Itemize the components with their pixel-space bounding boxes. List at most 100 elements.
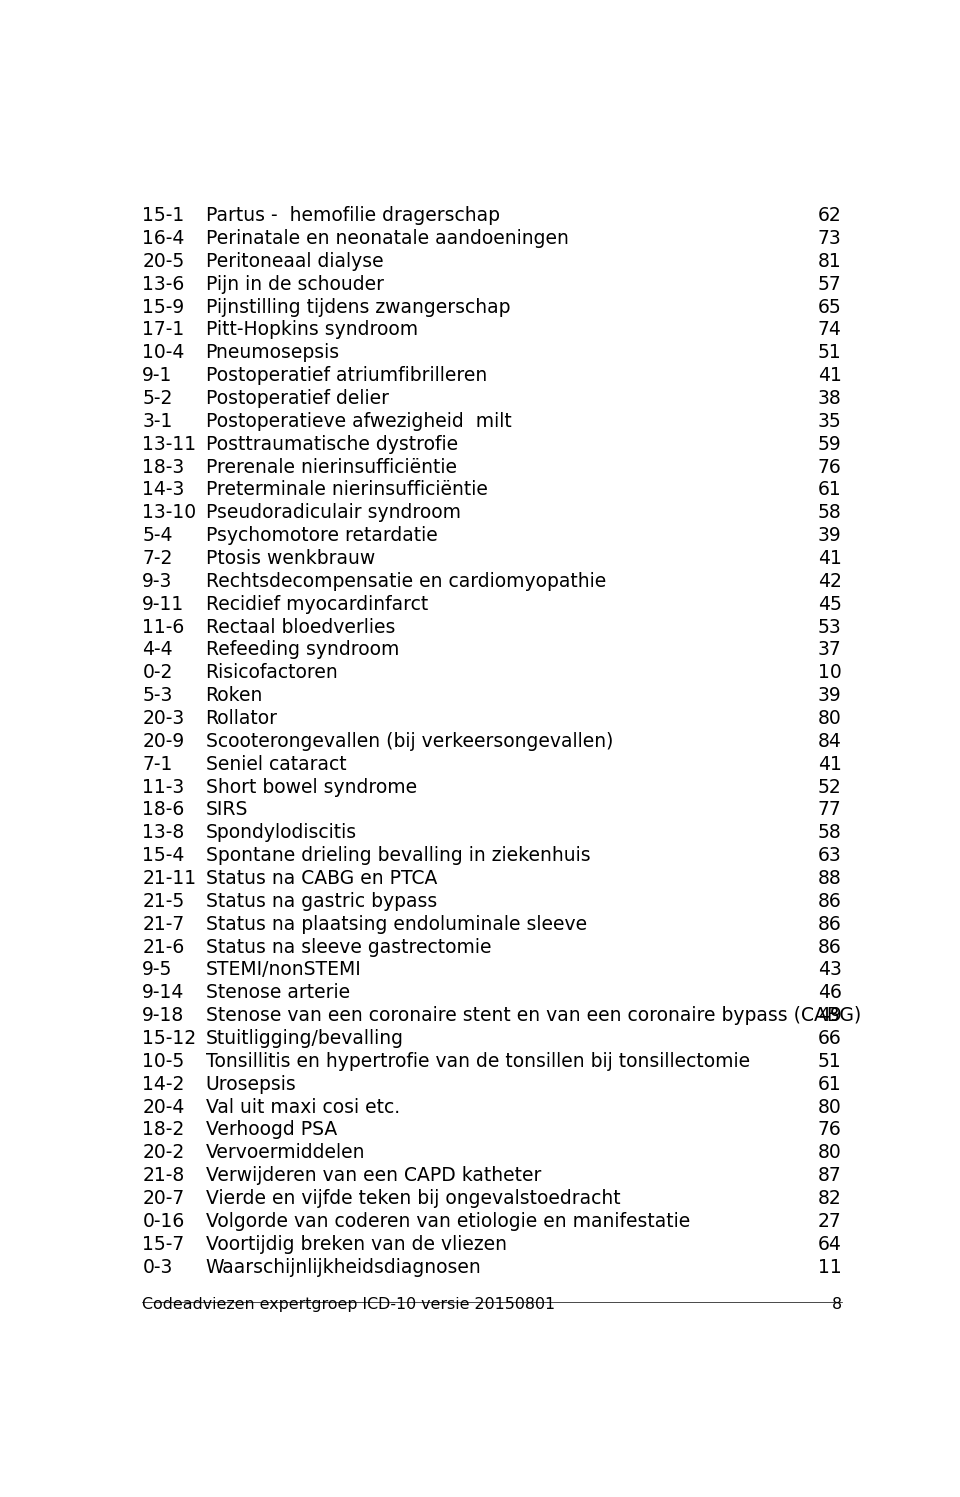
Text: 76: 76	[818, 458, 842, 476]
Text: 42: 42	[818, 572, 842, 591]
Text: 86: 86	[818, 937, 842, 957]
Text: 9-18: 9-18	[142, 1006, 184, 1025]
Text: 77: 77	[818, 801, 842, 819]
Text: 18-2: 18-2	[142, 1120, 184, 1139]
Text: 21-11: 21-11	[142, 870, 197, 888]
Text: Rechtsdecompensatie en cardiomyopathie: Rechtsdecompensatie en cardiomyopathie	[205, 572, 606, 591]
Text: 76: 76	[818, 1120, 842, 1139]
Text: 21-6: 21-6	[142, 937, 184, 957]
Text: Perinatale en neonatale aandoeningen: Perinatale en neonatale aandoeningen	[205, 229, 568, 249]
Text: 62: 62	[818, 207, 842, 225]
Text: 21-7: 21-7	[142, 915, 184, 934]
Text: 11-3: 11-3	[142, 777, 184, 796]
Text: 10-5: 10-5	[142, 1052, 184, 1070]
Text: 0-3: 0-3	[142, 1257, 173, 1277]
Text: 15-7: 15-7	[142, 1235, 184, 1254]
Text: SIRS: SIRS	[205, 801, 248, 819]
Text: Pijnstilling tijdens zwangerschap: Pijnstilling tijdens zwangerschap	[205, 298, 510, 316]
Text: 41: 41	[818, 549, 842, 567]
Text: 5-3: 5-3	[142, 686, 173, 705]
Text: 21-5: 21-5	[142, 892, 184, 910]
Text: 58: 58	[818, 823, 842, 843]
Text: 4-4: 4-4	[142, 641, 173, 660]
Text: 64: 64	[818, 1235, 842, 1254]
Text: Peritoneaal dialyse: Peritoneaal dialyse	[205, 251, 383, 271]
Text: Volgorde van coderen van etiologie en manifestatie: Volgorde van coderen van etiologie en ma…	[205, 1213, 690, 1231]
Text: Postoperatief atriumfibrilleren: Postoperatief atriumfibrilleren	[205, 367, 487, 385]
Text: 39: 39	[818, 525, 842, 545]
Text: 17-1: 17-1	[142, 320, 184, 340]
Text: Rollator: Rollator	[205, 710, 277, 728]
Text: 41: 41	[818, 367, 842, 385]
Text: 13-6: 13-6	[142, 275, 184, 293]
Text: Posttraumatische dystrofie: Posttraumatische dystrofie	[205, 434, 458, 454]
Text: 10-4: 10-4	[142, 343, 184, 362]
Text: Voortijdig breken van de vliezen: Voortijdig breken van de vliezen	[205, 1235, 507, 1254]
Text: Val uit maxi cosi etc.: Val uit maxi cosi etc.	[205, 1097, 399, 1117]
Text: Stuitligging/bevalling: Stuitligging/bevalling	[205, 1028, 403, 1048]
Text: 61: 61	[818, 481, 842, 500]
Text: 65: 65	[818, 298, 842, 316]
Text: 81: 81	[818, 251, 842, 271]
Text: 0-16: 0-16	[142, 1213, 184, 1231]
Text: 86: 86	[818, 892, 842, 910]
Text: 21-8: 21-8	[142, 1166, 184, 1186]
Text: 7-2: 7-2	[142, 549, 173, 567]
Text: 15-12: 15-12	[142, 1028, 197, 1048]
Text: 86: 86	[818, 915, 842, 934]
Text: Partus -  hemofilie dragerschap: Partus - hemofilie dragerschap	[205, 207, 499, 225]
Text: 45: 45	[818, 594, 842, 614]
Text: Psychomotore retardatie: Psychomotore retardatie	[205, 525, 438, 545]
Text: 80: 80	[818, 710, 842, 728]
Text: 14-2: 14-2	[142, 1075, 184, 1094]
Text: 20-2: 20-2	[142, 1144, 184, 1162]
Text: 43: 43	[818, 961, 842, 979]
Text: 20-5: 20-5	[142, 251, 184, 271]
Text: 5-4: 5-4	[142, 525, 173, 545]
Text: 38: 38	[818, 389, 842, 409]
Text: 63: 63	[818, 846, 842, 865]
Text: 11-6: 11-6	[142, 618, 184, 636]
Text: Pseudoradiculair syndroom: Pseudoradiculair syndroom	[205, 503, 461, 522]
Text: 10: 10	[818, 663, 842, 683]
Text: 88: 88	[818, 870, 842, 888]
Text: 80: 80	[818, 1097, 842, 1117]
Text: 13-11: 13-11	[142, 434, 197, 454]
Text: Seniel cataract: Seniel cataract	[205, 754, 347, 774]
Text: 58: 58	[818, 503, 842, 522]
Text: Refeeding syndroom: Refeeding syndroom	[205, 641, 399, 660]
Text: Waarschijnlijkheidsdiagnosen: Waarschijnlijkheidsdiagnosen	[205, 1257, 481, 1277]
Text: 20-9: 20-9	[142, 732, 184, 751]
Text: 5-2: 5-2	[142, 389, 173, 409]
Text: 82: 82	[818, 1189, 842, 1208]
Text: Codeadviezen expertgroep ICD-10 versie 20150801: Codeadviezen expertgroep ICD-10 versie 2…	[142, 1296, 556, 1311]
Text: Pijn in de schouder: Pijn in de schouder	[205, 275, 384, 293]
Text: 41: 41	[818, 754, 842, 774]
Text: Spontane drieling bevalling in ziekenhuis: Spontane drieling bevalling in ziekenhui…	[205, 846, 590, 865]
Text: 8: 8	[831, 1296, 842, 1311]
Text: 9-3: 9-3	[142, 572, 173, 591]
Text: 66: 66	[818, 1028, 842, 1048]
Text: 18-3: 18-3	[142, 458, 184, 476]
Text: Spondylodiscitis: Spondylodiscitis	[205, 823, 357, 843]
Text: 15-4: 15-4	[142, 846, 184, 865]
Text: 0-2: 0-2	[142, 663, 173, 683]
Text: Stenose van een coronaire stent en van een coronaire bypass (CABG): Stenose van een coronaire stent en van e…	[205, 1006, 861, 1025]
Text: 27: 27	[818, 1213, 842, 1231]
Text: Urosepsis: Urosepsis	[205, 1075, 297, 1094]
Text: 11: 11	[818, 1257, 842, 1277]
Text: 7-1: 7-1	[142, 754, 173, 774]
Text: 20-3: 20-3	[142, 710, 184, 728]
Text: 9-11: 9-11	[142, 594, 184, 614]
Text: 61: 61	[818, 1075, 842, 1094]
Text: 16-4: 16-4	[142, 229, 184, 249]
Text: Status na sleeve gastrectomie: Status na sleeve gastrectomie	[205, 937, 492, 957]
Text: 49: 49	[818, 1006, 842, 1025]
Text: Preterminale nierinsufficiëntie: Preterminale nierinsufficiëntie	[205, 481, 488, 500]
Text: Status na CABG en PTCA: Status na CABG en PTCA	[205, 870, 437, 888]
Text: Verhoogd PSA: Verhoogd PSA	[205, 1120, 337, 1139]
Text: 3-1: 3-1	[142, 412, 173, 431]
Text: 57: 57	[818, 275, 842, 293]
Text: Stenose arterie: Stenose arterie	[205, 984, 349, 1003]
Text: Rectaal bloedverlies: Rectaal bloedverlies	[205, 618, 395, 636]
